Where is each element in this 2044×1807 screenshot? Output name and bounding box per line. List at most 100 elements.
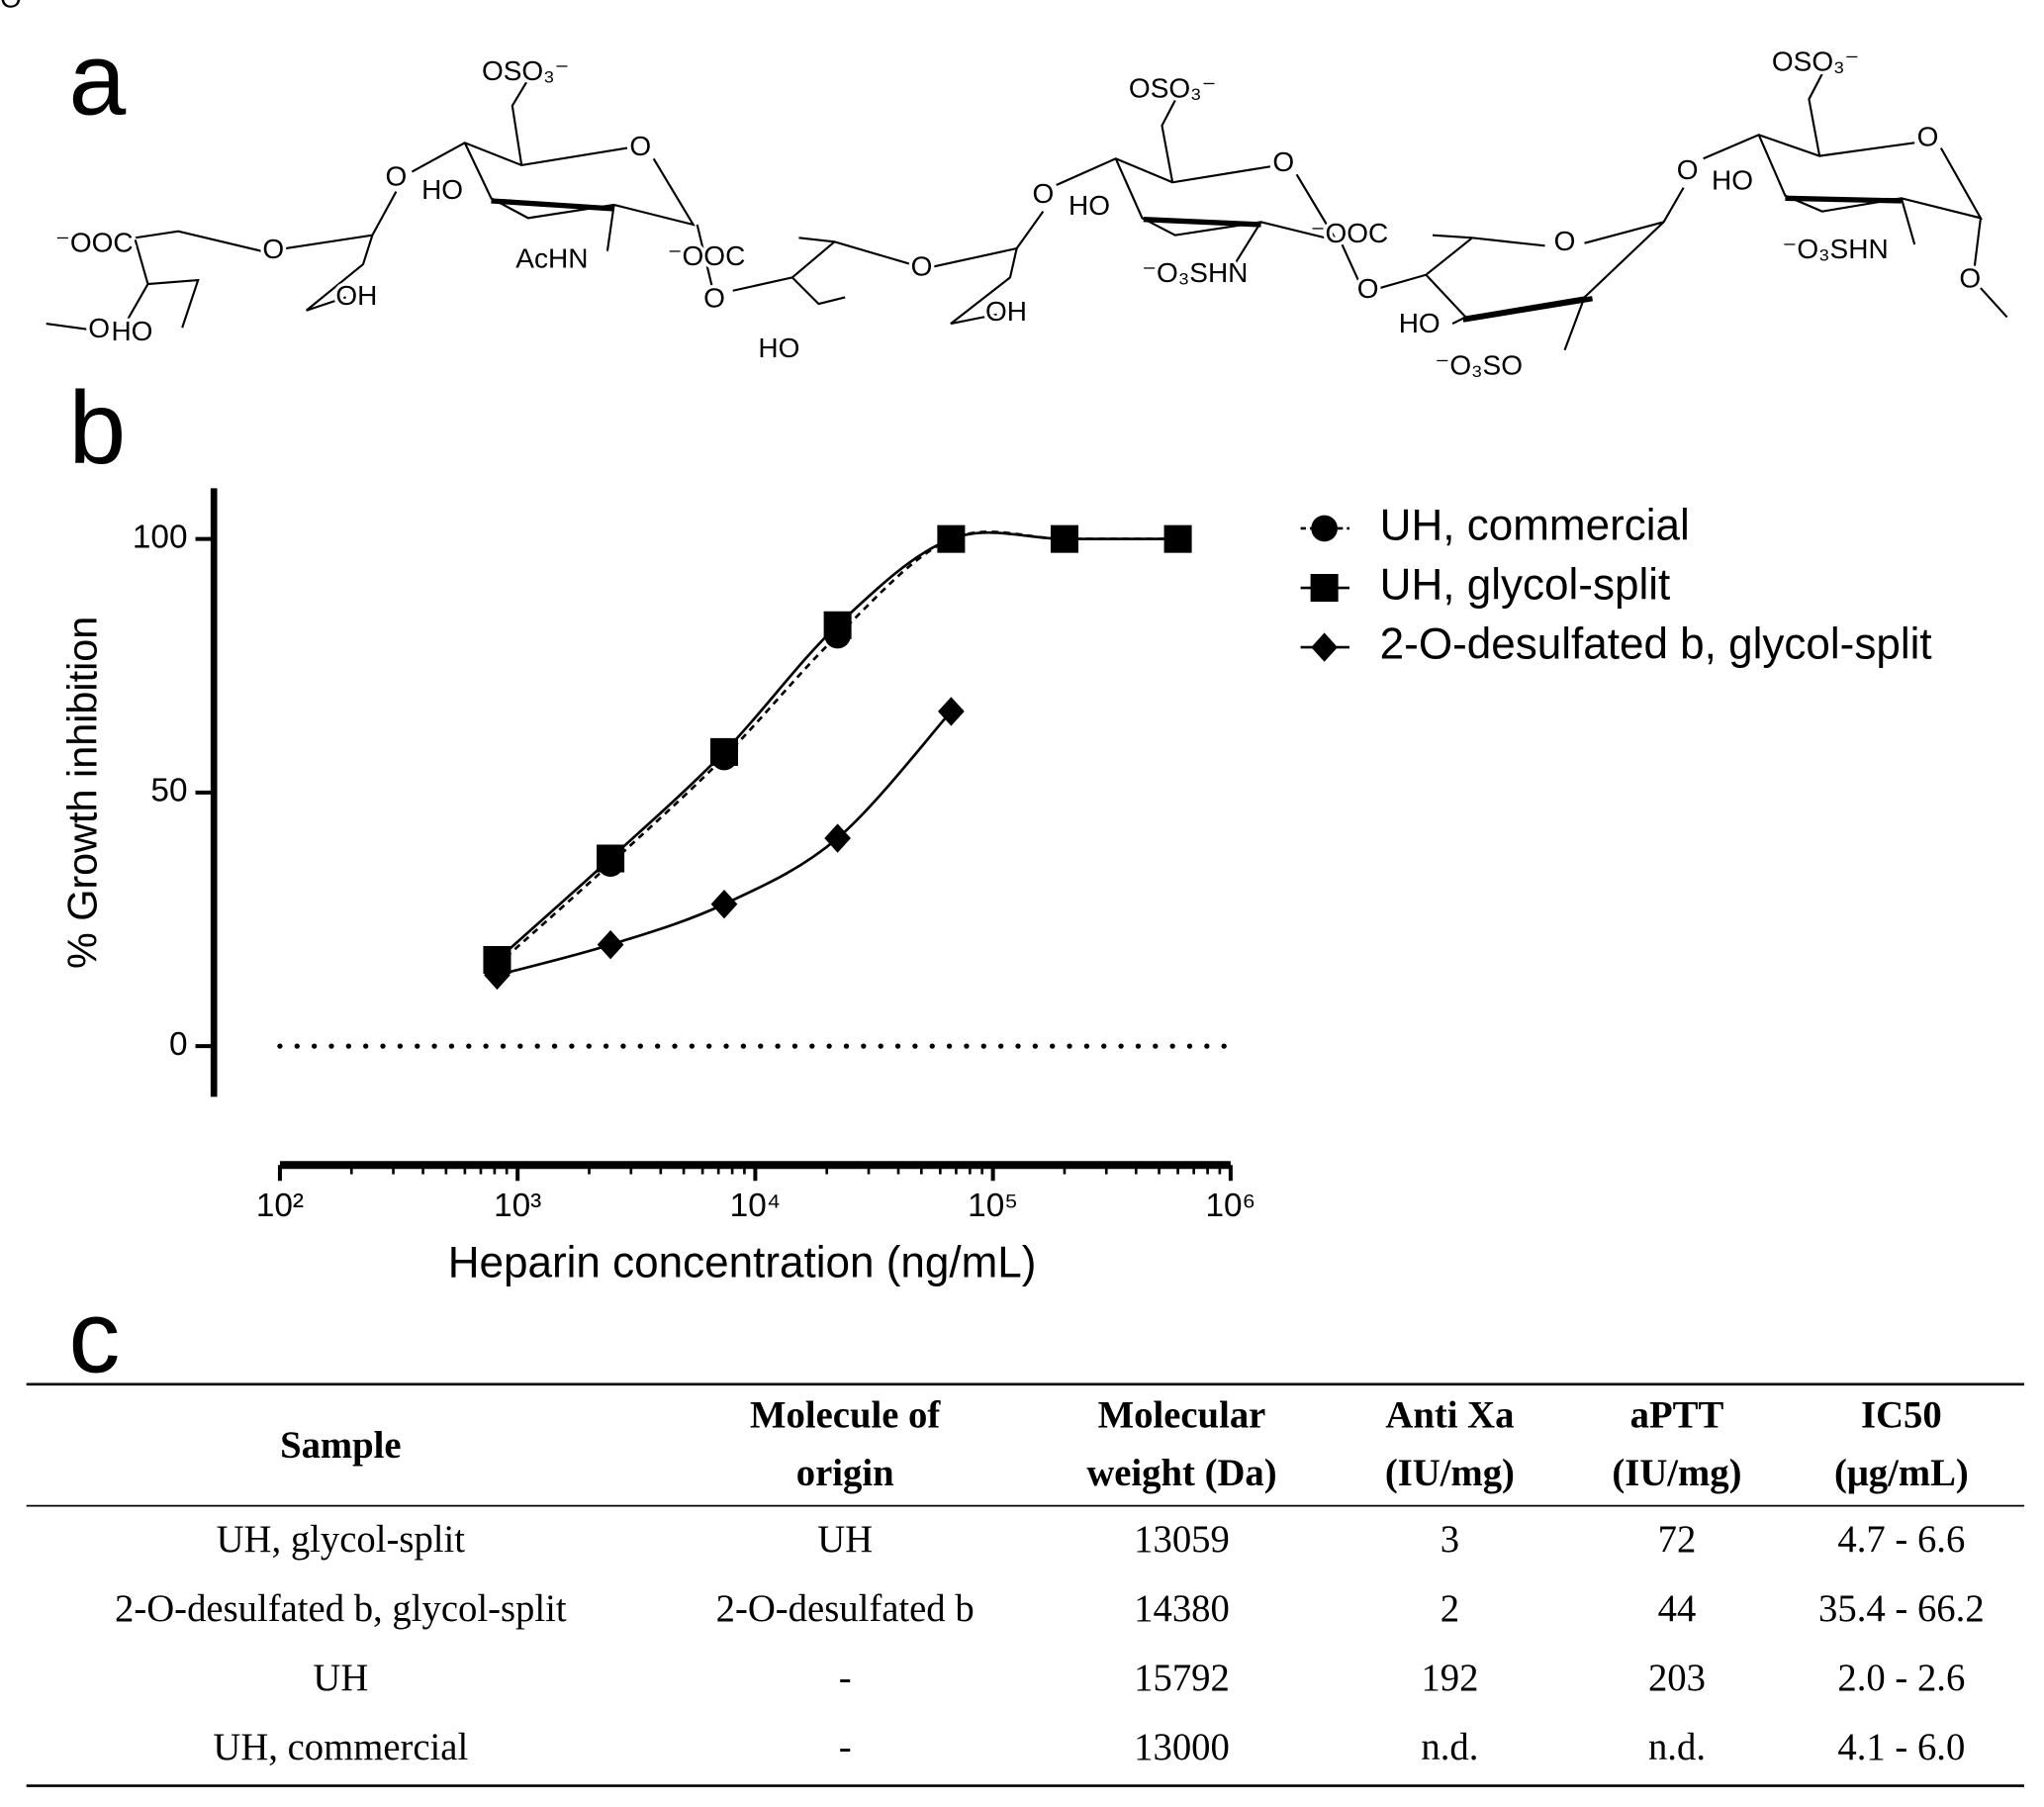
atom-label: ⁻O₃SHN [1142, 257, 1248, 288]
table-cell: 13000 [1134, 1727, 1230, 1768]
fit-line [496, 530, 1178, 962]
atom-label: O [0, 0, 22, 14]
table-cell: n.d. [1648, 1727, 1706, 1768]
legend-marker [1311, 515, 1338, 542]
legend-label: UH, commercial [1380, 502, 1690, 550]
table-header: weight (Da) [1086, 1453, 1276, 1494]
legend-label: UH, glycol-split [1380, 561, 1671, 610]
atom-label: O [629, 131, 651, 161]
atom-label: O [1554, 226, 1576, 256]
table-header: Sample [280, 1425, 402, 1467]
table-header: Anti Xa [1385, 1394, 1514, 1436]
table-cell: 2.0 - 2.6 [1837, 1658, 1965, 1699]
x-tick-label: 10⁴ [730, 1188, 781, 1224]
table-cell: 4.1 - 6.0 [1837, 1727, 1965, 1768]
point [938, 697, 965, 726]
table-cell: 35.4 - 66.2 [1818, 1588, 1985, 1630]
table-cell: 72 [1658, 1519, 1697, 1561]
table-cell: 14380 [1134, 1588, 1230, 1630]
table-cell: 4.7 - 6.6 [1837, 1519, 1965, 1561]
atom-label: ⁻O₃SO [1436, 350, 1523, 381]
atom-label: O [1032, 178, 1054, 209]
table-header: aPTT [1630, 1394, 1724, 1436]
legend-marker [1311, 632, 1338, 662]
y-tick-label: 50 [150, 773, 187, 809]
atom-label: OSO₃⁻ [1772, 47, 1859, 77]
x-axis-label: Heparin concentration (ng/mL) [448, 1238, 1037, 1286]
y-axis-label: % Growth inhibition [60, 617, 106, 969]
panel-label: c [68, 1280, 120, 1394]
atom-label: OSO₃⁻ [482, 55, 569, 86]
table-cell: 13059 [1134, 1519, 1230, 1561]
atom-label: OH [335, 280, 377, 311]
fit-line [496, 530, 1178, 967]
atom-label: O [385, 161, 407, 192]
point [1163, 524, 1192, 553]
table-cell: UH, commercial [213, 1727, 468, 1768]
table-cell: UH, glycol-split [217, 1519, 466, 1561]
x-tick-label: 10⁵ [968, 1188, 1018, 1224]
table-cell: - [839, 1727, 852, 1768]
legend-label: 2-O-desulfated b, glycol-split [1380, 620, 1932, 669]
table-cell: 2-O-desulfated b [716, 1588, 975, 1630]
point [937, 524, 966, 553]
table-cell: 44 [1658, 1588, 1697, 1630]
table-header: Molecule of [750, 1394, 941, 1436]
atom-label: ⁻OOC [1311, 218, 1389, 248]
point [709, 737, 739, 766]
atom-label: O [88, 313, 110, 343]
atom-label: HO [1399, 308, 1440, 338]
panel-label: a [68, 23, 126, 138]
structure-bonds [46, 68, 2008, 351]
table-header: (μg/mL) [1834, 1453, 1969, 1494]
atom-label: HO [1712, 165, 1753, 196]
legend-marker [1310, 574, 1339, 603]
atom-label: O [703, 282, 725, 313]
atom-label: ⁻O₃SHN [1783, 234, 1889, 264]
table-cell: 15792 [1134, 1658, 1230, 1699]
atom-label: HO [421, 174, 463, 205]
atom-label: OSO₃⁻ [1129, 72, 1216, 103]
point [1050, 524, 1078, 553]
point [484, 960, 511, 991]
point [597, 929, 624, 960]
bold-bond [491, 198, 614, 212]
bold-bond [1785, 195, 1902, 204]
point [823, 611, 852, 639]
table-cell: - [839, 1658, 852, 1699]
bold-bond [1462, 296, 1593, 323]
point [710, 889, 738, 919]
atom-label: O [911, 250, 933, 281]
table-cell: 3 [1440, 1519, 1459, 1561]
bold-bond [1143, 216, 1261, 228]
atom-label: ⁻OOC [668, 240, 746, 271]
point [597, 844, 625, 873]
atom-label: HO [111, 316, 152, 346]
table-cell: 2-O-desulfated b, glycol-split [115, 1588, 567, 1630]
table-cell: UH [817, 1519, 873, 1561]
atom-label: O [1272, 146, 1294, 177]
panel-label: b [68, 371, 126, 486]
table-header: (IU/mg) [1612, 1453, 1741, 1494]
point [824, 823, 851, 853]
y-tick-label: 0 [169, 1026, 188, 1063]
atom-label: AcHN [515, 242, 588, 273]
atom-label: O [1357, 273, 1379, 304]
table-cell: 203 [1648, 1658, 1706, 1699]
table-header: IC50 [1861, 1394, 1942, 1436]
table-header: Molecular [1098, 1394, 1266, 1436]
y-tick-label: 100 [133, 519, 188, 555]
table-header: (IU/mg) [1385, 1453, 1515, 1494]
table-header: origin [796, 1453, 894, 1494]
atom-label: HO [758, 333, 799, 363]
table-cell: 192 [1421, 1658, 1478, 1699]
x-tick-label: 10³ [494, 1188, 541, 1224]
atom-label: ⁻OOC [55, 227, 134, 257]
x-tick-label: 10⁶ [1205, 1188, 1255, 1224]
atom-label: O [1959, 262, 1981, 293]
table-cell: UH [313, 1658, 368, 1699]
atom-label: O [1677, 154, 1699, 185]
table-cell: n.d. [1421, 1727, 1478, 1768]
